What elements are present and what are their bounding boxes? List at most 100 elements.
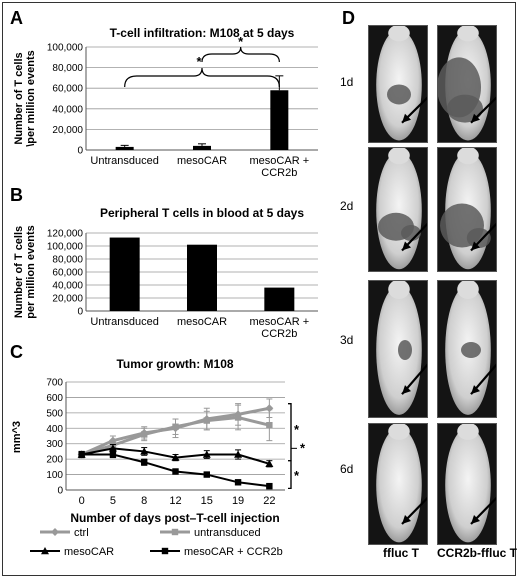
mouse-image [437,25,497,143]
category-label: mesoCAR [177,316,227,328]
data-point [109,451,117,458]
mouse-image [437,280,497,418]
x-axis-label: Number of days post–T-cell injection [70,511,279,525]
data-point [203,417,210,424]
chart-b-peripheral: Peripheral T cells in blood at 5 days 0 20… [13,206,318,340]
y-tick-label: 400 [46,424,63,435]
x-tick-label: 22 [263,495,275,507]
chart-a-infiltration: T-cell infiltration: M108 at 5 days 0 20,0… [13,26,318,179]
mouse-image [368,25,428,143]
legend-marker [51,528,59,536]
panel-letter-a: A [10,8,23,28]
y-tick-label: 20,000 [52,294,83,305]
significance-star: * [300,440,306,455]
data-point [108,444,117,452]
category-label: CCR2b [261,328,297,340]
y-tick-label: 20,000 [52,125,83,136]
x-tick-label: 5 [110,495,116,507]
data-point [266,482,273,490]
column-label-ccr2b: CCR2b-ffluc T [437,546,517,560]
data-point [265,459,274,467]
y-tick-label: 100 [46,470,63,481]
y-axis-label: Number of T cells [13,52,25,144]
data-point [265,404,274,413]
y-tick-label: 600 [46,393,63,404]
y-tick-label: 80,000 [52,63,83,74]
y-tick-label: 0 [57,486,63,497]
x-tick-label: 8 [141,495,147,507]
imaging-panel: 1d 2d 3d 6d ffluc T CCR2b-ffluc T [330,25,517,575]
category-label: mesoCAR + [250,316,310,328]
significance-star: * [294,422,300,437]
y-tick-label: 0 [77,146,83,157]
data-point [234,479,242,486]
y-tick-label: 300 [46,439,63,450]
data-point [266,422,273,429]
y-tick-label: 100,000 [47,43,84,54]
legend-marker [171,528,179,536]
data-point [141,431,148,438]
data-point [172,468,179,475]
y-tick-label: 700 [46,378,63,389]
y-tick-label: 60,000 [52,84,83,95]
day-label-2: 2d [340,199,354,213]
x-tick-label: 0 [79,495,85,507]
y-tick-label: 40,000 [52,104,83,115]
mouse-image [368,147,428,272]
significance-bracket [288,403,292,490]
bar [193,145,211,150]
mouse-image [437,423,497,545]
figure-frame [2,2,516,576]
day-label-1: 1d [340,75,354,89]
data-point [141,459,148,466]
bar [109,237,140,311]
bar [264,287,295,311]
data-point [202,450,211,458]
x-tick-label: 19 [232,495,244,507]
legend-label: mesoCAR [64,546,114,558]
legend-marker [41,547,49,555]
mouse-image [368,280,428,418]
y-axis-label: per million events [25,225,37,319]
column-label-ffluc: ffluc T [383,546,419,560]
panel-letter-c: C [10,342,23,362]
data-point [140,447,149,455]
data-point [171,453,180,461]
y-axis-label: \per million events [25,50,37,147]
category-label: mesoCAR [177,155,227,167]
bar [187,244,217,311]
y-tick-label: 500 [46,408,63,419]
chart-title: Tumor growth: M108 [116,357,233,371]
day-label-4: 6d [340,462,354,476]
data-point [234,450,243,458]
x-tick-label: 15 [201,495,213,507]
y-tick-label: 80,000 [52,255,83,266]
legend-marker [161,547,169,555]
category-label: CCR2b [261,167,297,179]
category-label: mesoCAR + [250,155,310,167]
category-label: Untransduced [90,155,159,167]
bar [270,90,289,150]
significance-star: * [196,54,202,69]
chart-c-tumor-growth: Tumor growth: M108 0 100 200 300 400 500 600 700… [11,357,306,558]
data-point [203,471,210,478]
significance-star: * [238,34,244,49]
mouse-image [437,147,497,272]
y-tick-label: 60,000 [52,268,83,279]
significance-star: * [294,468,300,483]
legend-label: untransduced [194,527,261,539]
significance-bracket [124,67,280,88]
chart-title: Peripheral T cells in blood at 5 days [100,206,304,220]
mouse-image [368,423,428,545]
y-tick-label: 0 [77,307,83,318]
y-tick-label: 100,000 [47,242,84,253]
panel-letter-b: B [10,185,23,205]
legend-label: mesoCAR + CCR2b [184,546,283,558]
y-tick-label: 120,000 [47,229,84,240]
data-point [172,423,179,430]
day-label-3: 3d [340,333,354,347]
chart-title: T-cell infiltration: M108 at 5 days [110,26,295,40]
category-label: Untransduced [90,316,159,328]
y-axis-label: mm^3 [11,421,23,453]
x-tick-label: 12 [169,495,181,507]
